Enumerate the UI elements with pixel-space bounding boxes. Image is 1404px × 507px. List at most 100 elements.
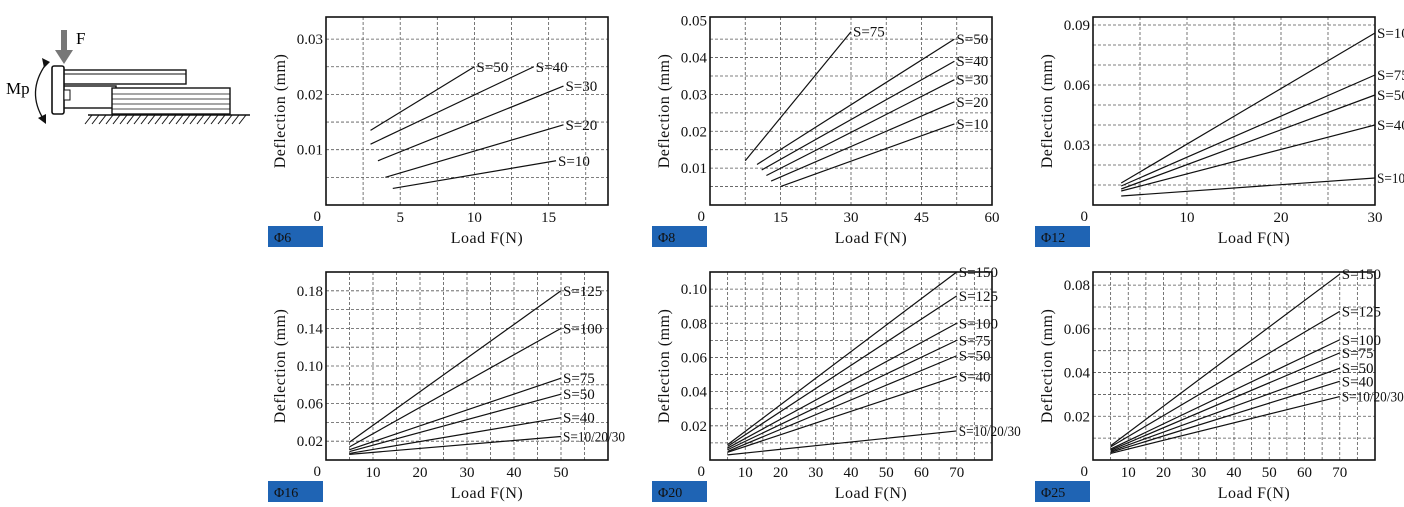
plot-frame <box>1092 16 1376 206</box>
y-tick-label: 0.05 <box>681 14 707 30</box>
series-line <box>370 66 535 145</box>
series-label: S=75 <box>563 371 595 387</box>
series-line <box>1110 380 1340 453</box>
series-label: S=10 <box>956 117 988 133</box>
y-tick-label: 0.06 <box>1064 78 1091 94</box>
origin-label: 0 <box>314 209 322 225</box>
series-line <box>1110 396 1340 455</box>
series-line <box>727 339 958 451</box>
series-line <box>727 375 957 453</box>
x-tick-label: 20 <box>413 465 428 481</box>
series-line <box>349 290 562 443</box>
series-line <box>727 322 958 449</box>
x-tick-label: 40 <box>1227 465 1242 481</box>
x-axis-label: Load F(N) <box>451 485 523 502</box>
series-line <box>349 417 562 455</box>
series-label: S=125 <box>563 284 602 300</box>
force-label: F <box>76 29 85 48</box>
y-tick-label: 0.01 <box>681 161 707 177</box>
y-tick-label: 0.04 <box>1064 366 1091 382</box>
y-tick-label: 0.14 <box>297 321 324 337</box>
grid <box>326 17 608 205</box>
series-line <box>377 85 564 162</box>
x-tick-label: 15 <box>541 210 556 226</box>
y-axis-label: Deflection (mm) <box>272 309 289 424</box>
x-tick-label: 10 <box>1180 210 1195 226</box>
series-label: S=75 <box>959 333 991 349</box>
series-label: S=150 <box>1342 267 1381 283</box>
series-label: S=20 <box>565 118 597 134</box>
series-label: S=40 <box>956 54 988 70</box>
size-badge <box>1035 481 1090 502</box>
series-line <box>1120 94 1376 190</box>
x-tick-label: 45 <box>914 210 929 226</box>
ground-hatch-icon <box>84 114 250 125</box>
x-tick-label: 30 <box>844 210 859 226</box>
x-tick-label: 10 <box>366 465 381 481</box>
size-badge <box>268 481 323 502</box>
chart-phi6: 5 10 15 0.01 0.02 0.03 0 Deflection (mm) Load F(… <box>268 16 609 247</box>
x-axis-label: Load F(N) <box>451 230 523 247</box>
plot-frame <box>325 271 609 461</box>
y-tick-label: 0.08 <box>1064 278 1090 294</box>
series-label: S=30 <box>565 79 597 95</box>
chart-phi8: 15 30 45 60 0.01 0.02 0.03 0.04 0.05 0 Deflection … <box>652 14 1000 247</box>
size-badge-label: Φ12 <box>1041 231 1065 246</box>
size-badge-label: Φ25 <box>1041 486 1065 501</box>
size-badge-label: Φ20 <box>658 486 682 501</box>
size-badge-label: Φ8 <box>658 231 675 246</box>
series-line <box>349 393 562 453</box>
series-label: S=100 <box>563 321 602 337</box>
series-line <box>349 327 562 448</box>
series-line <box>770 101 955 182</box>
series-label: S=50 <box>1377 88 1404 104</box>
chart-phi25: 10 20 30 40 50 60 70 0.02 0.04 0.06 0.08 0 Deflectio… <box>1035 267 1404 502</box>
y-axis-label: Deflection (mm) <box>1039 309 1056 424</box>
size-badge-label: Φ16 <box>274 486 298 501</box>
y-tick-label: 0.06 <box>1064 322 1091 338</box>
series-label: S=75 <box>853 25 885 41</box>
origin-label: 0 <box>698 209 706 225</box>
series-label: S=40 <box>563 411 595 427</box>
y-axis-label: Deflection (mm) <box>656 309 673 424</box>
y-tick-label: 0.03 <box>297 32 323 48</box>
series-line <box>1110 339 1341 450</box>
x-tick-label: 30 <box>808 465 823 481</box>
x-tick-label: 20 <box>1156 465 1171 481</box>
plot-frame <box>1092 271 1376 461</box>
x-tick-label: 15 <box>773 210 788 226</box>
y-tick-label: 0.08 <box>681 316 707 332</box>
series-label: S=20 <box>956 95 988 111</box>
series-line <box>727 430 957 456</box>
x-tick-label: 50 <box>1262 465 1277 481</box>
x-tick-label: 60 <box>985 210 1000 226</box>
series-label: S=10/20/30 <box>959 424 1021 440</box>
series-line <box>1121 124 1376 192</box>
x-tick-label: 5 <box>396 210 404 226</box>
series-label: S=10/20/30 <box>563 430 625 446</box>
y-tick-label: 0.02 <box>1064 409 1090 425</box>
y-tick-label: 0.02 <box>681 419 707 435</box>
y-tick-label: 0.04 <box>681 51 708 67</box>
x-tick-label: 20 <box>1274 210 1289 226</box>
chart-phi16: 10 20 30 40 50 0.02 0.06 0.10 0.14 0.18 0 Deflectio… <box>268 271 625 502</box>
y-tick-label: 0.03 <box>1064 138 1090 154</box>
y-tick-label: 0.02 <box>297 434 323 450</box>
series-label: S=150 <box>959 265 998 281</box>
y-tick-label: 0.02 <box>297 87 323 103</box>
grid <box>326 272 608 460</box>
x-tick-label: 50 <box>879 465 894 481</box>
y-tick-label: 0.06 <box>297 397 324 413</box>
plot-frame <box>325 16 609 206</box>
plot-frame <box>709 271 993 461</box>
grid <box>1093 272 1375 460</box>
y-axis-label: Deflection (mm) <box>1039 54 1056 169</box>
cylinder-load-diagram: F Mp <box>6 29 250 125</box>
origin-label: 0 <box>698 464 706 480</box>
x-axis-label: Load F(N) <box>835 230 907 247</box>
series-line <box>744 31 852 162</box>
x-axis-label: Load F(N) <box>835 485 907 502</box>
y-tick-label: 0.18 <box>297 284 323 300</box>
x-tick-label: 10 <box>738 465 753 481</box>
series-line <box>756 38 955 165</box>
